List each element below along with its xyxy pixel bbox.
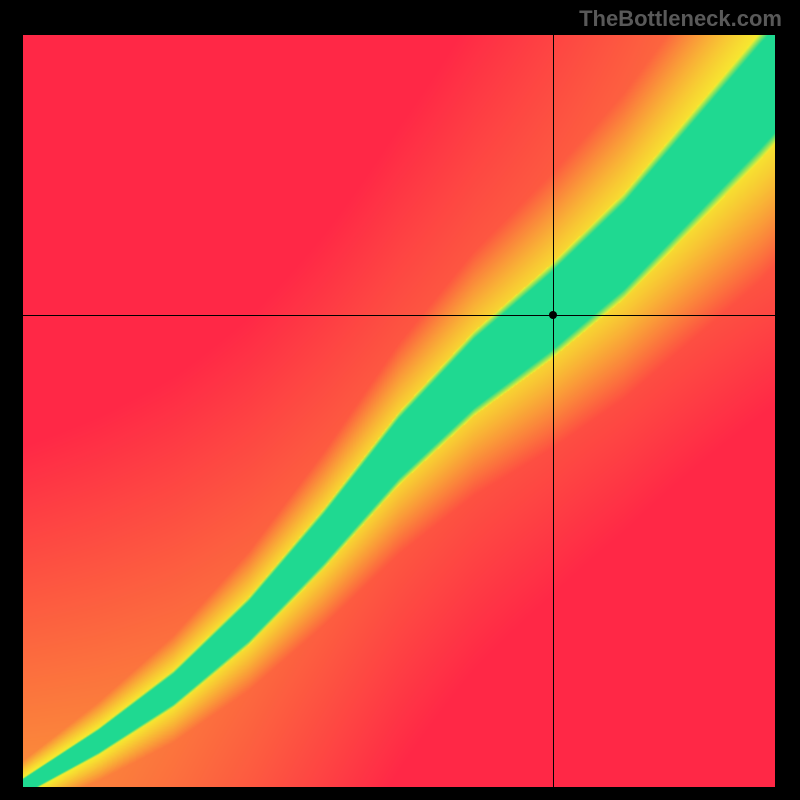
plot-area: [23, 35, 775, 787]
heatmap-canvas: [23, 35, 775, 787]
watermark-text: TheBottleneck.com: [579, 6, 782, 32]
crosshair-dot: [549, 311, 557, 319]
crosshair-horizontal: [23, 315, 775, 316]
chart-frame: TheBottleneck.com: [0, 0, 800, 800]
crosshair-vertical: [553, 35, 554, 787]
